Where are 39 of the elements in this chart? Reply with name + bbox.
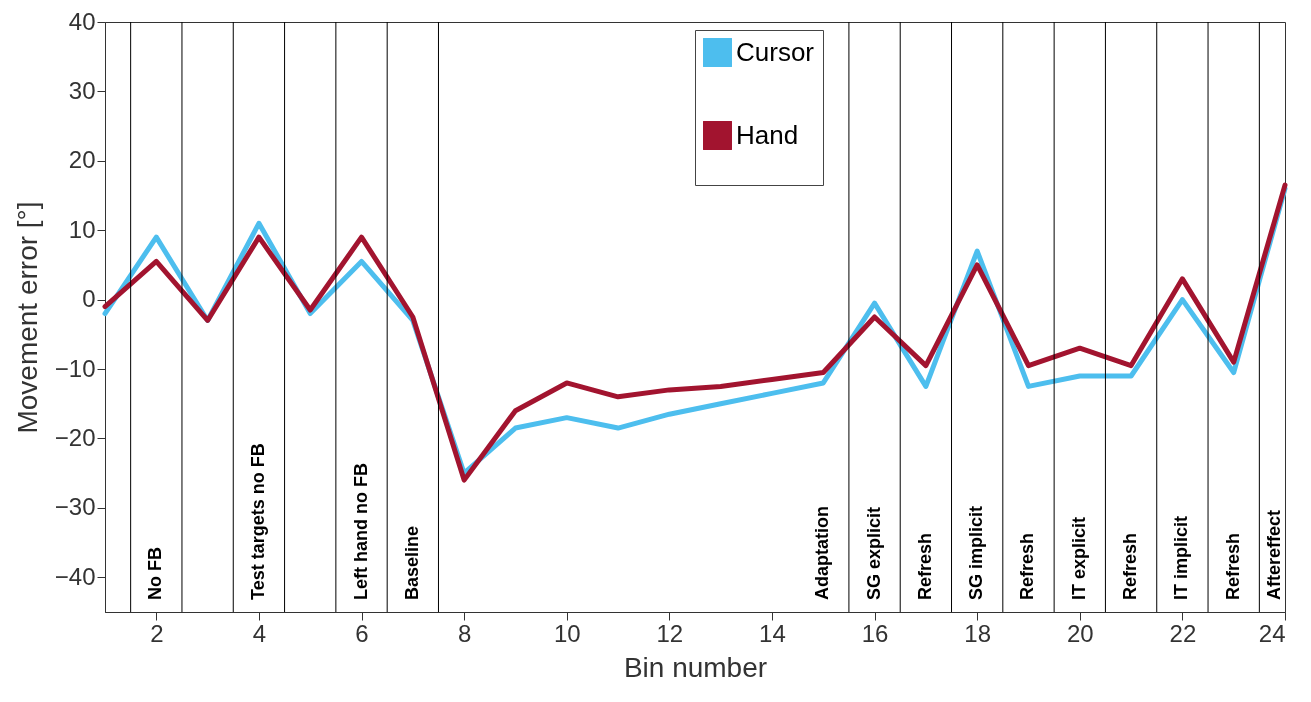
x-tick-label: 6 bbox=[355, 619, 369, 647]
x-tick-label: 22 bbox=[1169, 619, 1197, 647]
x-tick-label: 2 bbox=[150, 619, 164, 647]
y-tick-label: 40 bbox=[68, 7, 96, 35]
ref-line-label: IT explicit bbox=[1068, 516, 1089, 600]
ref-line-label: SG explicit bbox=[863, 506, 884, 600]
y-tick-label: 30 bbox=[68, 76, 96, 104]
y-axis-title: Movement error [°] bbox=[11, 201, 43, 434]
y-tick-label: −40 bbox=[54, 562, 96, 590]
ref-line-label: Left hand no FB bbox=[350, 463, 371, 600]
annotation: Aftereffect bbox=[1264, 509, 1284, 600]
ref-line-label: Refresh bbox=[914, 532, 935, 600]
ref-line-label: Refresh bbox=[1120, 532, 1141, 600]
x-tick-label: 24 bbox=[1258, 619, 1286, 647]
ref-line-label: Test targets no FB bbox=[247, 443, 268, 600]
y-tick-label: 20 bbox=[68, 146, 96, 174]
ref-line-label: Baseline bbox=[401, 525, 422, 600]
y-tick-label: −30 bbox=[54, 493, 96, 521]
x-axis-title: Bin number bbox=[623, 651, 768, 683]
y-tick-label: −20 bbox=[54, 423, 96, 451]
ref-line-label: No FB bbox=[145, 547, 166, 600]
ref-line-label: Adaptation bbox=[812, 506, 833, 600]
ref-line-label: IT implicit bbox=[1171, 515, 1192, 600]
x-tick-label: 16 bbox=[861, 619, 889, 647]
x-tick-label: 20 bbox=[1066, 619, 1094, 647]
ref-line-label: Refresh bbox=[1222, 532, 1243, 600]
x-tick-label: 14 bbox=[759, 619, 786, 647]
ref-line-label: SG implicit bbox=[966, 505, 987, 600]
x-tick-label: 18 bbox=[964, 619, 992, 647]
x-tick-label: 10 bbox=[553, 619, 581, 647]
x-tick-label: 8 bbox=[457, 619, 472, 647]
y-tick-label: 10 bbox=[68, 215, 96, 243]
y-tick-label: −10 bbox=[54, 354, 96, 382]
x-tick-label: 12 bbox=[656, 619, 684, 647]
x-tick-label: 4 bbox=[252, 619, 267, 647]
legend-label: Hand bbox=[736, 119, 799, 150]
ref-line-label: Refresh bbox=[1017, 532, 1038, 600]
y-tick-label: 0 bbox=[82, 285, 96, 313]
legend-label: Cursor bbox=[736, 36, 815, 67]
